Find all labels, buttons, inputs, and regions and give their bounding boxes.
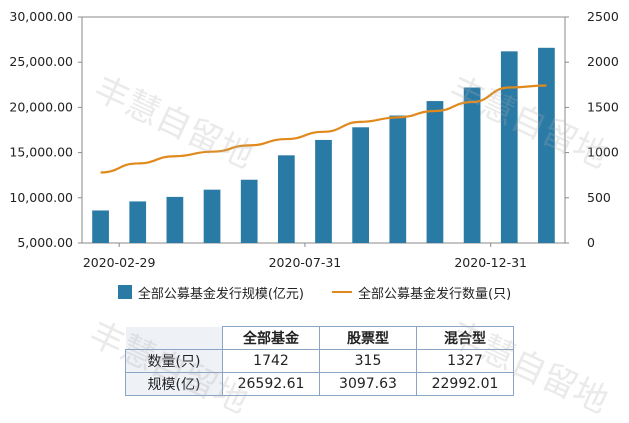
x-axis-tick-label: 2020-07-31 <box>269 255 342 270</box>
legend-item-count: 全部公募基金发行数量(只) <box>332 283 511 302</box>
bar-issuance-scale <box>166 196 184 243</box>
table-header: 混合型 <box>416 326 514 350</box>
bar-issuance-scale <box>538 47 555 243</box>
line-issuance-count <box>100 84 547 174</box>
bar-issuance-scale <box>240 179 258 243</box>
table-cell: 1327 <box>416 349 514 373</box>
table-row: 数量(只) 1742 315 1327 <box>125 349 514 373</box>
bar-issuance-scale <box>389 115 407 243</box>
table-header-row: 全部基金 股票型 混合型 <box>125 326 514 350</box>
legend-bar-swatch <box>117 285 132 299</box>
table-header: 股票型 <box>319 326 417 350</box>
left-axis-tick-label: 30,000.00 <box>9 9 73 24</box>
bar-issuance-scale <box>92 210 109 243</box>
bar-issuance-scale <box>500 51 518 243</box>
legend-item-scale: 全部公募基金发行规模(亿元) <box>117 283 304 302</box>
chart-legend: 全部公募基金发行规模(亿元) 全部公募基金发行数量(只) <box>0 280 629 304</box>
table-cell: 22992.01 <box>416 372 514 396</box>
legend-label-scale: 全部公募基金发行规模(亿元) <box>137 286 304 302</box>
bar-issuance-scale <box>277 155 295 243</box>
fund-issuance-chart: 5,000.00 10,000.00 15,000.00 20,000.00 25,00… <box>9 9 619 270</box>
right-axis-tick-label: 2500 <box>587 9 619 24</box>
right-axis-tick-label: 1500 <box>587 99 619 114</box>
right-axis-tick-label: 2000 <box>587 54 619 69</box>
left-axis-tick-label: 20,000.00 <box>9 99 73 114</box>
x-axis-tick-label: 2020-12-31 <box>454 255 527 270</box>
right-axis-tick-label: 1000 <box>587 145 619 160</box>
left-axis-tick-label: 15,000.00 <box>9 145 73 160</box>
table-cell: 1742 <box>222 349 320 373</box>
table-cell: 26592.61 <box>222 372 320 396</box>
legend-line-swatch <box>332 291 352 293</box>
table-corner-cell <box>125 326 223 350</box>
bar-issuance-scale <box>352 127 370 243</box>
bar-issuance-scale <box>203 189 221 243</box>
x-axis-tick-label: 2020-02-29 <box>83 255 156 270</box>
bar-issuance-scale <box>463 87 481 244</box>
summary-table: 全部基金 股票型 混合型 数量(只) 1742 315 1327 规模(亿) 2… <box>125 326 514 396</box>
table-cell: 315 <box>319 349 417 373</box>
table-row-label: 规模(亿) <box>125 372 223 396</box>
table-row-label: 数量(只) <box>125 349 223 373</box>
bar-issuance-scale <box>315 139 332 243</box>
table-header: 全部基金 <box>222 326 320 350</box>
legend-label-count: 全部公募基金发行数量(只) <box>358 286 512 302</box>
left-axis-tick-label: 5,000.00 <box>17 235 73 250</box>
table-row: 规模(亿) 26592.61 3097.63 22992.01 <box>125 372 514 396</box>
right-axis-tick-label: 500 <box>587 190 611 205</box>
table-cell: 3097.63 <box>319 372 417 396</box>
bar-issuance-scale <box>426 101 444 244</box>
left-axis-tick-label: 25,000.00 <box>9 54 73 69</box>
left-axis-tick-label: 10,000.00 <box>9 190 73 205</box>
bar-issuance-scale <box>129 201 147 243</box>
right-axis-tick-label: 0 <box>587 235 595 250</box>
